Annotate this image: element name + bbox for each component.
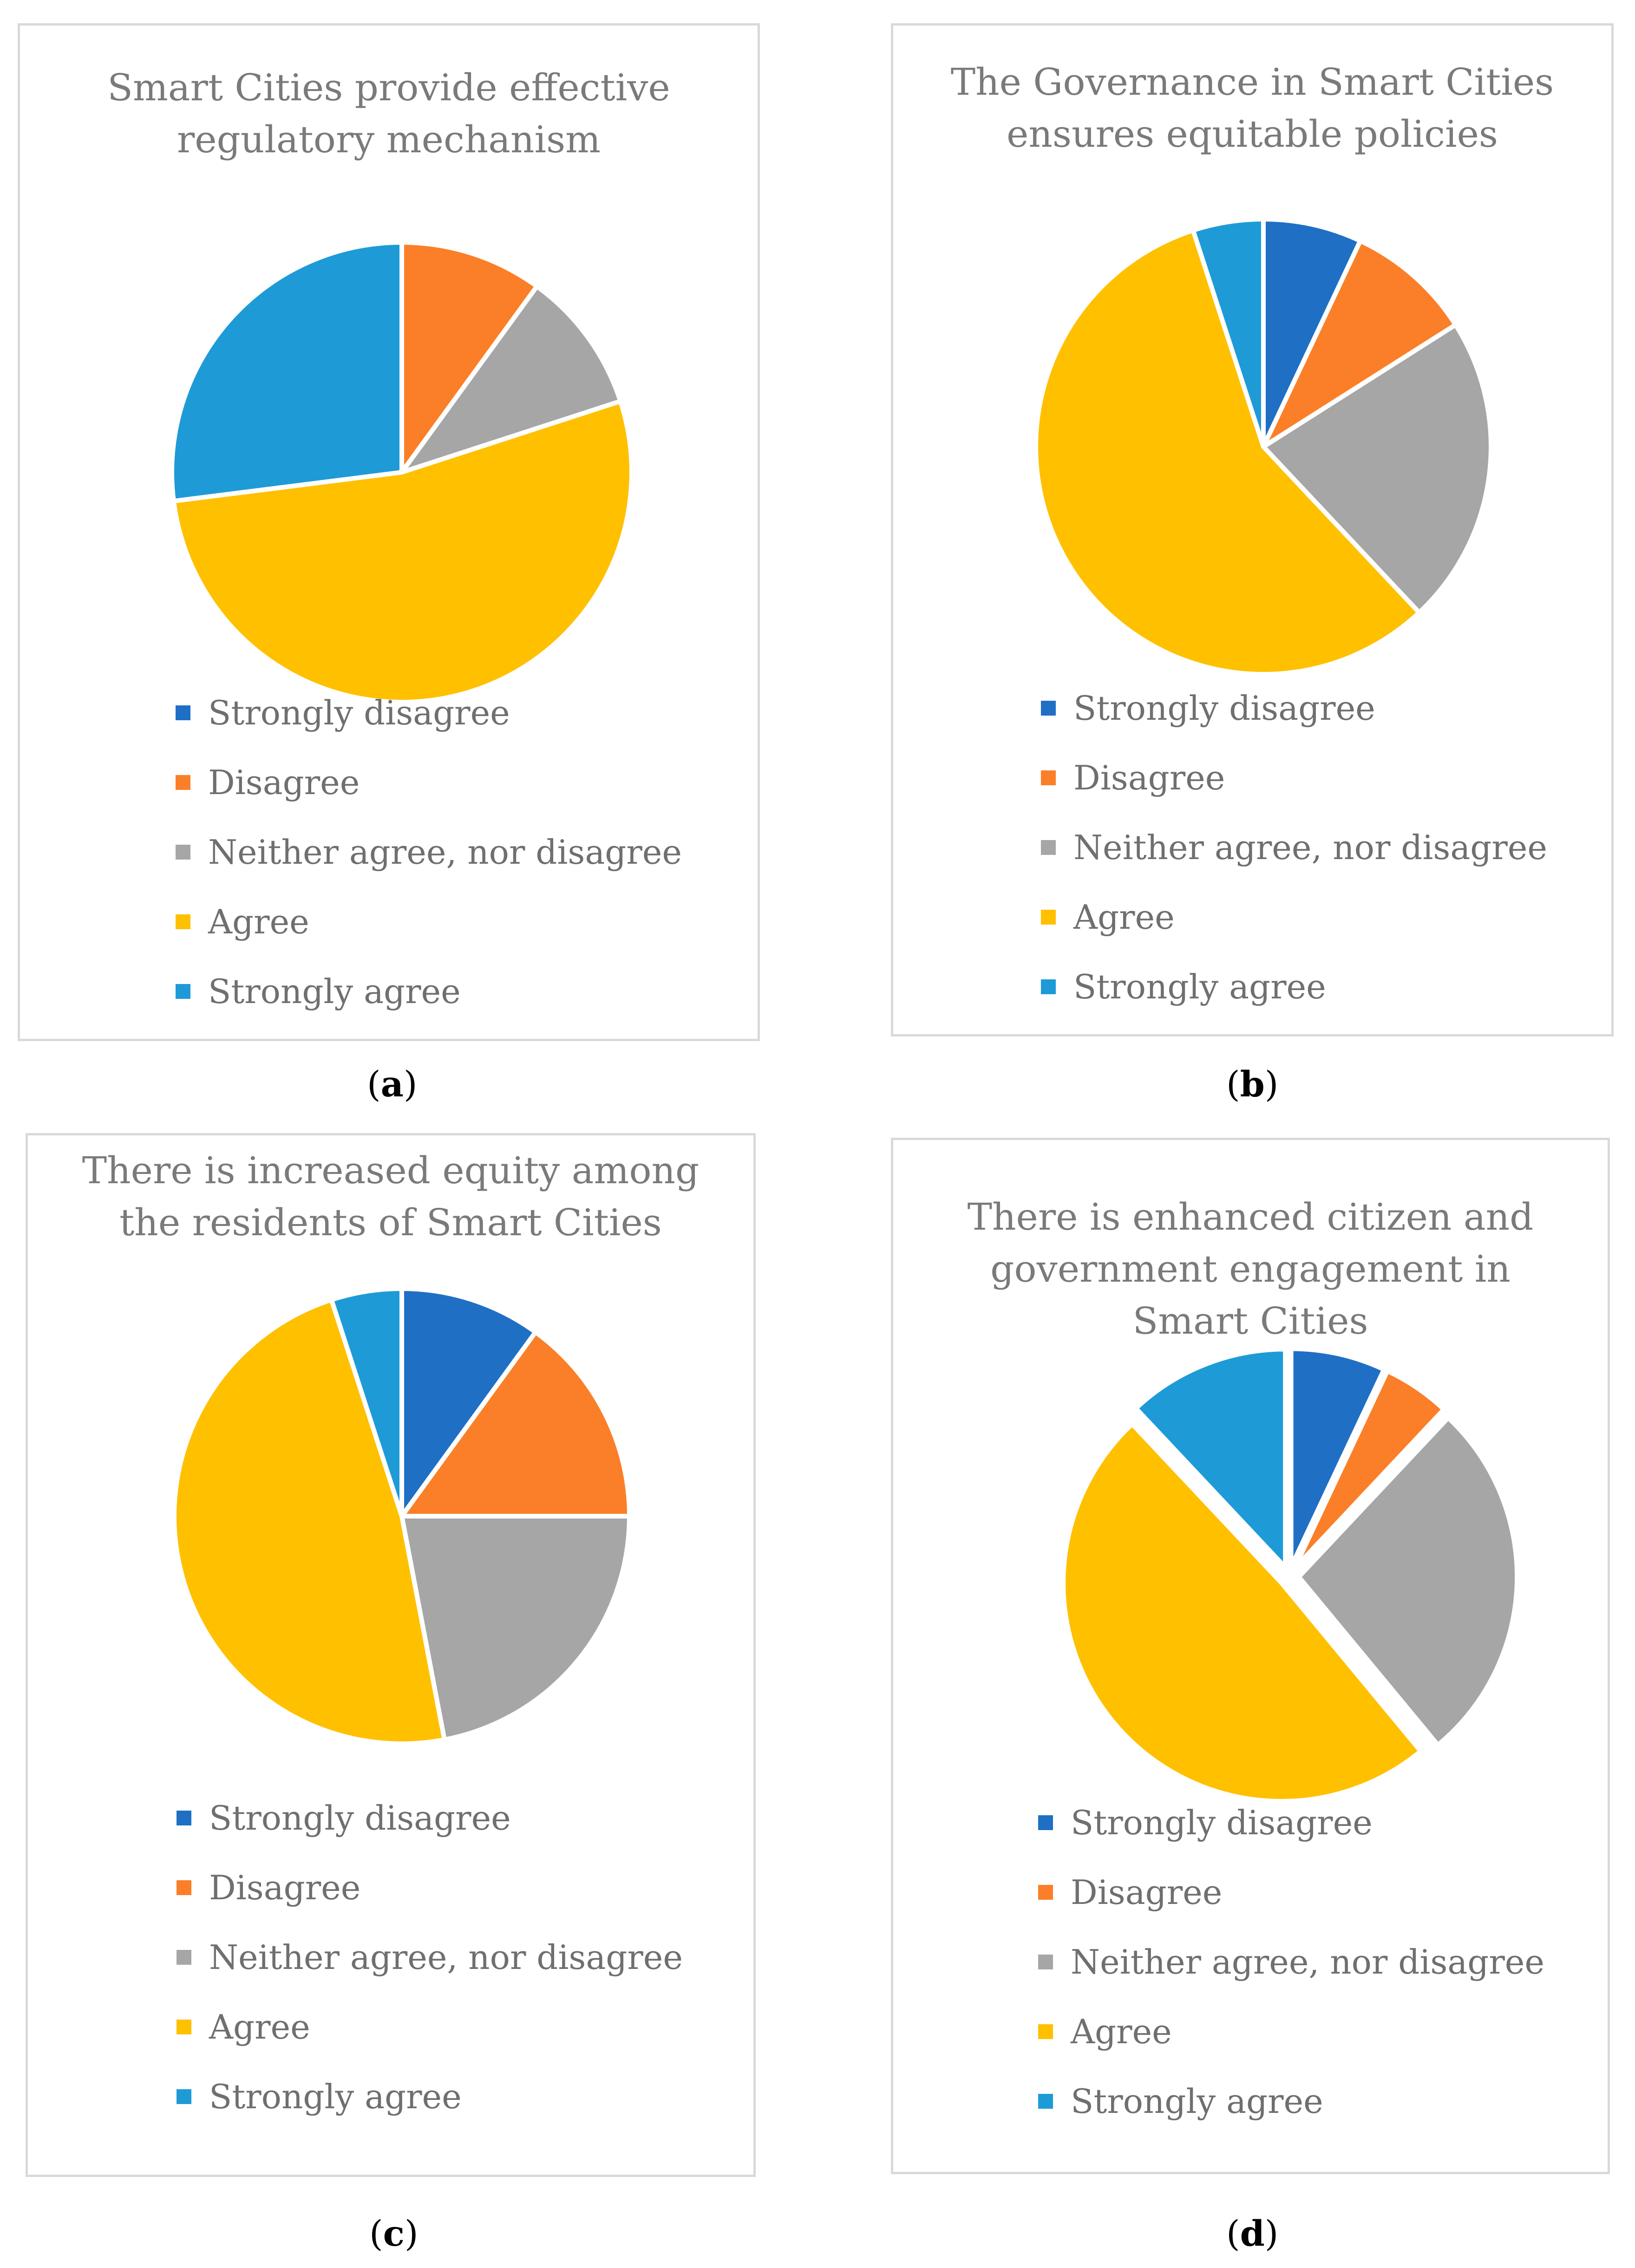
legend-swatch-neither xyxy=(176,845,190,860)
legend-swatch-strongly-disagree xyxy=(1038,1815,1053,1830)
legend-swatch-agree xyxy=(1038,2024,1053,2039)
caption-d: (d) xyxy=(1226,2213,1279,2254)
pie-chart-a xyxy=(170,240,634,704)
legend-label-strongly-agree: Strongly agree xyxy=(1071,2082,1323,2121)
legend-label-neither: Neither agree, nor disagree xyxy=(1073,828,1548,867)
legend-label-neither: Neither agree, nor disagree xyxy=(209,1938,683,1977)
chart-panel-a: Smart Cities provide effective regulator… xyxy=(18,23,760,1041)
pie-slice-agree xyxy=(1061,1421,1423,1804)
legend-swatch-disagree xyxy=(1041,770,1056,785)
chart-title-c-line-1: There is increased equity among xyxy=(82,1149,700,1192)
legend-swatch-strongly-disagree xyxy=(177,1811,191,1825)
chart-panel-c: There is increased equity among the resi… xyxy=(26,1133,756,2177)
legend-label-strongly-agree: Strongly agree xyxy=(208,972,461,1011)
chart-title-c-line-2: the residents of Smart Cities xyxy=(119,1201,662,1244)
chart-panel-b: The Governance in Smart Cities ensures e… xyxy=(891,23,1614,1036)
pie-slice-neither xyxy=(399,1514,632,1742)
chart-panel-d: There is enhanced citizen and government… xyxy=(891,1138,1610,2174)
legend-swatch-strongly-agree xyxy=(1038,2094,1053,2109)
legend-label-agree: Agree xyxy=(1073,898,1175,937)
legend-label-strongly-agree: Strongly agree xyxy=(209,2077,462,2116)
legend-label-disagree: Disagree xyxy=(1073,758,1225,797)
chart-title-c: There is increased equity among the resi… xyxy=(28,1145,753,1249)
legend-label-neither: Neither agree, nor disagree xyxy=(208,833,682,872)
pie-slice-agree xyxy=(1033,228,1422,677)
legend-label-disagree: Disagree xyxy=(208,763,360,802)
legend-label-disagree: Disagree xyxy=(209,1868,361,1907)
pie-chart-d xyxy=(1061,1346,1520,1804)
legend-swatch-strongly-agree xyxy=(1041,979,1056,994)
pie-slice-strongly-agree xyxy=(170,240,404,504)
legend-swatch-strongly-agree xyxy=(176,984,190,999)
chart-title-a-line-1: Smart Cities provide effective xyxy=(107,66,670,109)
pie-slice-strongly-disagree xyxy=(1288,1346,1386,1570)
caption-a: (a) xyxy=(367,1063,418,1105)
legend-label-disagree: Disagree xyxy=(1071,1873,1223,1912)
chart-title-a-line-2: regulatory mechanism xyxy=(177,118,601,161)
pie-slice-agree xyxy=(171,399,634,704)
legend-swatch-strongly-agree xyxy=(177,2089,191,2104)
legend-label-strongly-disagree: Strongly disagree xyxy=(1073,689,1375,728)
legend-swatch-strongly-disagree xyxy=(1041,701,1056,716)
legend-swatch-disagree xyxy=(1038,1885,1053,1900)
chart-title-d: There is enhanced citizen and government… xyxy=(893,1191,1608,1347)
legend-label-neither: Neither agree, nor disagree xyxy=(1071,1942,1545,1981)
legend-swatch-neither xyxy=(177,1950,191,1965)
pie-chart-c xyxy=(172,1286,632,1746)
legend-swatch-strongly-disagree xyxy=(176,705,190,720)
legend-swatch-neither xyxy=(1041,840,1056,855)
pie-slice-strongly-agree xyxy=(329,1286,404,1519)
pie-slice-disagree xyxy=(399,240,539,475)
pie-slice-strongly-agree xyxy=(1190,217,1266,449)
chart-title-d-line-1: There is enhanced citizen and xyxy=(967,1195,1534,1238)
legend-swatch-disagree xyxy=(177,1880,191,1895)
pie-slice-disagree xyxy=(1292,1369,1446,1571)
caption-b: (b) xyxy=(1226,1063,1279,1105)
caption-c: (c) xyxy=(369,2213,419,2254)
legend-label-strongly-agree: Strongly agree xyxy=(1073,967,1326,1006)
chart-title-b-line-2: ensures equitable policies xyxy=(1007,112,1498,156)
legend-swatch-neither xyxy=(1038,1955,1053,1969)
legend-label-strongly-disagree: Strongly disagree xyxy=(1071,1803,1373,1842)
legend-swatch-agree xyxy=(1041,910,1056,925)
pie-slice-agree xyxy=(172,1297,447,1746)
chart-title-b-line-1: The Governance in Smart Cities xyxy=(950,60,1554,104)
caption-c-letter: c xyxy=(383,2213,405,2254)
legend-swatch-agree xyxy=(176,914,190,929)
pie-slice-disagree xyxy=(399,1330,632,1519)
pie-slice-strongly-disagree xyxy=(399,1286,538,1519)
caption-b-letter: b xyxy=(1240,1063,1265,1105)
pie-slice-disagree xyxy=(1261,238,1458,449)
caption-d-letter: d xyxy=(1240,2213,1265,2254)
chart-title-d-line-3: Smart Cities xyxy=(1132,1299,1368,1343)
legend-label-agree: Agree xyxy=(1071,2012,1172,2051)
legend-label-agree: Agree xyxy=(209,2007,310,2046)
legend-swatch-agree xyxy=(177,2020,191,2034)
caption-a-letter: a xyxy=(380,1063,404,1105)
legend-label-strongly-disagree: Strongly disagree xyxy=(209,1799,511,1838)
legend-label-strongly-disagree: Strongly disagree xyxy=(208,693,510,732)
pie-chart-b xyxy=(1033,217,1493,677)
pie-slice-neither xyxy=(1261,322,1493,615)
legend-swatch-disagree xyxy=(176,775,190,790)
legend-label-agree: Agree xyxy=(208,902,309,941)
pie-slice-neither xyxy=(1296,1415,1520,1747)
chart-title-d-line-2: government engagement in xyxy=(990,1247,1511,1290)
pie-slice-strongly-agree xyxy=(1133,1347,1288,1570)
pie-slice-neither xyxy=(399,284,623,475)
chart-title-a: Smart Cities provide effective regulator… xyxy=(20,62,758,166)
chart-title-b: The Governance in Smart Cities ensures e… xyxy=(893,56,1611,160)
